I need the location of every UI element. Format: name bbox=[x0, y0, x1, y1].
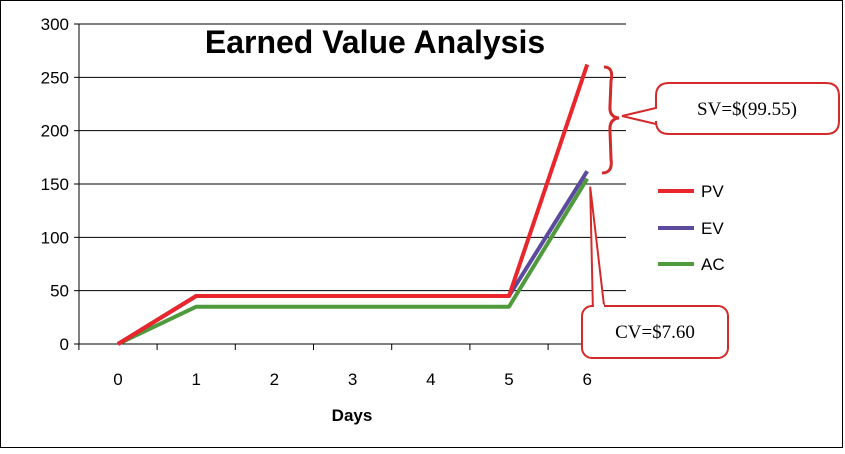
y-tick-label: 100 bbox=[41, 228, 69, 247]
cv-callout-label: CV=$7.60 bbox=[615, 322, 695, 343]
x-tick-label: 3 bbox=[348, 370, 357, 389]
sv-callout-box bbox=[621, 82, 840, 135]
y-tick-label: 300 bbox=[41, 15, 69, 34]
cv-callout-box bbox=[581, 305, 729, 359]
y-tick-label: 0 bbox=[60, 335, 69, 354]
x-tick-label: 2 bbox=[270, 370, 279, 389]
x-tick-label: 0 bbox=[113, 370, 122, 389]
series-line-ac bbox=[117, 177, 589, 346]
y-axis-ticks: 0 50 100 150 200 250 300 bbox=[41, 15, 79, 354]
legend-label: EV bbox=[701, 219, 724, 238]
y-tick-label: 50 bbox=[50, 282, 69, 301]
y-tick-label: 250 bbox=[41, 68, 69, 87]
sv-callout-label: SV=$(99.55) bbox=[697, 99, 797, 120]
x-tick-label: 5 bbox=[504, 370, 513, 389]
gridlines bbox=[78, 23, 626, 345]
y-tick-label: 150 bbox=[41, 175, 69, 194]
sv-brace bbox=[601, 65, 620, 175]
series-line-ev bbox=[116, 170, 589, 346]
x-tick-label: 4 bbox=[426, 370, 435, 389]
callouts: SV=$(99.55) CV=$7.60 bbox=[581, 65, 840, 359]
y-tick-label: 200 bbox=[41, 122, 69, 141]
x-axis-title: Days bbox=[332, 406, 373, 425]
cv-callout-pointer bbox=[582, 186, 607, 315]
legend-label: PV bbox=[701, 182, 724, 201]
series-lines bbox=[116, 63, 590, 346]
chart-title: Earned Value Analysis bbox=[205, 24, 545, 60]
legend: PV EV AC bbox=[658, 182, 725, 274]
x-axis-ticks: 0 1 2 3 4 5 6 bbox=[78, 344, 627, 389]
x-tick-label: 1 bbox=[191, 370, 200, 389]
x-tick-label: 6 bbox=[582, 370, 591, 389]
series-line-pv bbox=[116, 63, 590, 346]
legend-label: AC bbox=[701, 255, 725, 274]
